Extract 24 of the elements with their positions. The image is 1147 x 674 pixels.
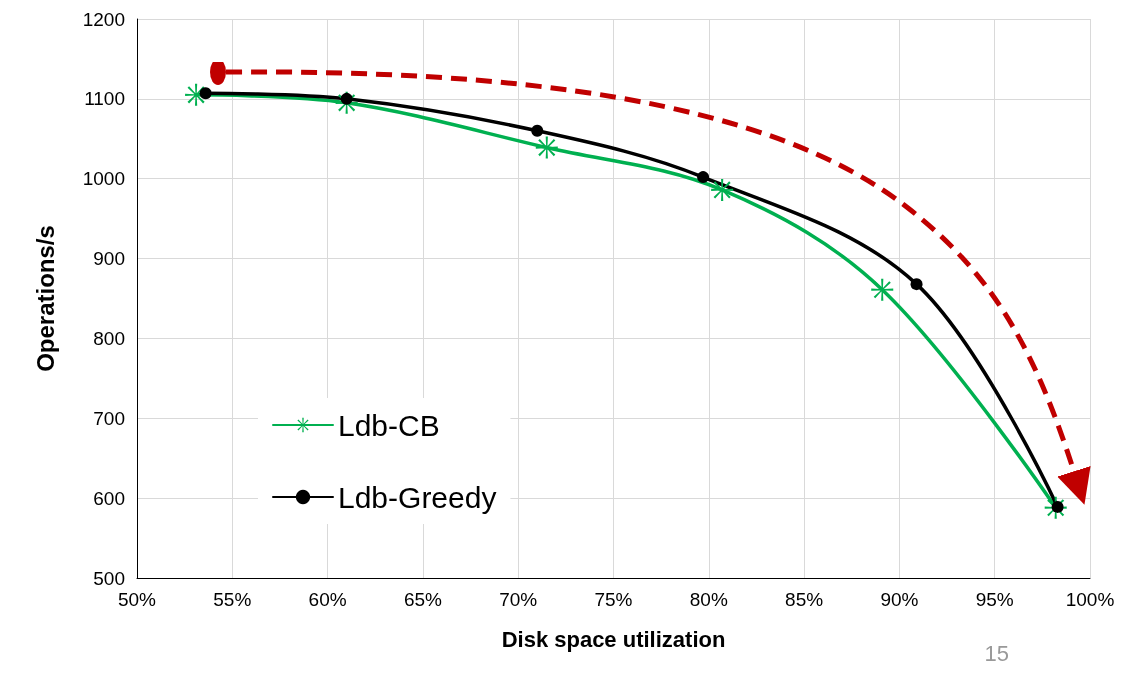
x-tick-label: 85%	[785, 589, 824, 610]
x-tick-label: 55%	[213, 589, 252, 610]
x-tick-label: 75%	[594, 589, 633, 610]
y-tick-label: 800	[93, 327, 125, 349]
y-tick-label: 1200	[82, 8, 125, 30]
x-tick-label: 95%	[975, 589, 1014, 610]
y-tick-label: 700	[93, 407, 125, 429]
y-axis-title: Operations/s	[31, 225, 59, 372]
legend-label: Ldb-Greedy	[338, 480, 497, 514]
x-tick-label: 50%	[117, 589, 157, 610]
x-axis-title: Disk space utilization	[501, 626, 726, 652]
y-tick-label: 500	[93, 567, 125, 589]
x-tick-label: 80%	[689, 589, 728, 610]
x-tick-label: 100%	[1065, 589, 1115, 610]
x-tick-label: 70%	[499, 589, 538, 610]
text: 15	[984, 640, 1010, 666]
x-tick-label: 60%	[308, 589, 347, 610]
y-tick-label: 1100	[84, 88, 125, 110]
y-tick-label: 600	[93, 487, 125, 509]
y-tick-label: 1000	[82, 168, 125, 190]
legend-label: Ldb-CB	[338, 408, 440, 442]
x-tick-label: 65%	[403, 589, 443, 610]
x-tick-label: 90%	[880, 589, 919, 610]
y-tick-label: 900	[93, 248, 125, 270]
